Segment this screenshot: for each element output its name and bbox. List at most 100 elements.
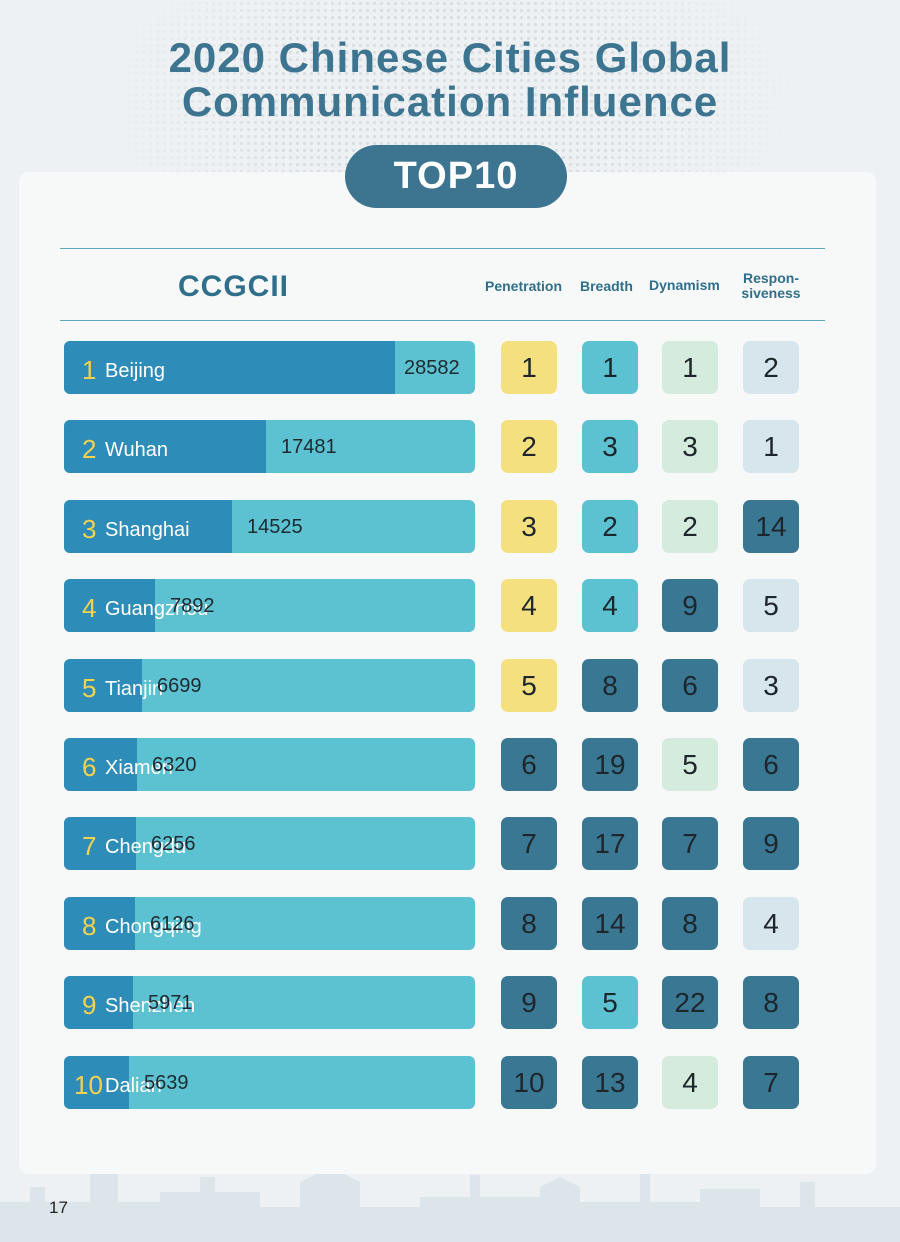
responsiveness-rank-tile: 4	[743, 896, 799, 950]
dynamism-column-header: Dynamism	[649, 277, 720, 293]
rank-number: 1	[82, 355, 97, 385]
breadth-rank-tile: 1	[582, 341, 638, 394]
city-name: Shenzhen	[105, 995, 196, 1018]
city-name: Beijing	[105, 360, 166, 382]
responsiveness-header-line-2: siveness	[741, 285, 801, 301]
city-bar-row: 1 Beijing 28582	[64, 341, 475, 394]
breadth-rank-tile: 14	[582, 896, 638, 950]
breadth-rank-tile: 17	[582, 817, 638, 871]
city-bar-row: 7 Chengdu 6256	[64, 817, 475, 871]
city-bar-row: 5 Tianjin 6699	[64, 658, 475, 712]
rank-number: 9	[82, 990, 97, 1021]
responsiveness-header-line-1: Respon-	[743, 270, 799, 286]
ccgcii-bar	[64, 1055, 129, 1109]
penetration-rank-tile: 9	[501, 976, 557, 1030]
ccgcii-value-label: 7892	[170, 595, 215, 618]
page-title: 2020 Chinese Cities Global Communication…	[0, 36, 900, 124]
dynamism-rank-tile: 8	[662, 896, 718, 950]
ccgcii-bar	[64, 817, 136, 871]
dynamism-rank-tile: 7	[662, 817, 718, 871]
ccgcii-bar	[64, 341, 395, 394]
rank-number: 10	[74, 1069, 103, 1100]
city-bar-row: 6 Xiamen 6320	[64, 738, 475, 791]
city-bar-row: 2 Wuhan 17481	[64, 420, 475, 474]
responsiveness-rank-tile: 7	[743, 1055, 799, 1109]
ccgcii-bar	[64, 579, 155, 633]
city-name: Xiamen	[105, 757, 173, 779]
responsiveness-rank-tile: 2	[743, 341, 799, 394]
responsiveness-rank-tile: 14	[743, 499, 799, 553]
rank-number: 8	[82, 910, 97, 941]
ccgcii-value-label: 5639	[144, 1071, 189, 1094]
ccgcii-value-label: 6320	[152, 754, 197, 776]
ccgcii-bar	[64, 738, 137, 791]
penetration-rank-tile: 5	[501, 658, 557, 712]
penetration-rank-tile: 6	[501, 738, 557, 791]
dynamism-rank-tile: 22	[662, 976, 718, 1030]
city-bar-row: 8 Chongqing 6126	[64, 896, 475, 950]
breadth-rank-tile: 19	[582, 738, 638, 791]
ccgcii-value-label: 6126	[150, 912, 195, 935]
penetration-column-header: Penetration	[485, 278, 563, 294]
city-name: Shanghai	[105, 518, 190, 541]
ccgcii-bar	[64, 499, 232, 553]
ccgcii-value-label: 28582	[404, 357, 460, 379]
ccgcii-value-label: 5971	[148, 992, 193, 1015]
dynamism-rank-tile: 4	[662, 1055, 718, 1109]
rank-number: 5	[82, 672, 97, 703]
city-skyline-illustration	[0, 1157, 900, 1242]
ccgcii-column-header: CCGCII	[178, 270, 289, 303]
rank-number: 4	[82, 593, 97, 624]
penetration-rank-tile: 4	[501, 579, 557, 633]
ccgcii-bar	[64, 658, 142, 712]
penetration-rank-tile: 10	[501, 1055, 557, 1109]
city-name: Tianjin	[105, 677, 164, 700]
city-name: Chengdu	[105, 836, 187, 859]
dynamism-rank-tile: 3	[662, 420, 718, 474]
ccgcii-value-label: 6256	[151, 833, 196, 856]
ccgcii-value-label: 17481	[281, 436, 337, 459]
top10-badge: TOP10	[345, 145, 567, 208]
penetration-rank-tile: 8	[501, 896, 557, 950]
city-bar-row: 3 Shanghai 14525	[64, 499, 475, 553]
rank-number: 3	[82, 513, 97, 544]
penetration-rank-tile: 2	[501, 420, 557, 474]
responsiveness-rank-tile: 9	[743, 817, 799, 871]
breadth-rank-tile: 2	[582, 499, 638, 553]
dynamism-rank-tile: 1	[662, 341, 718, 394]
penetration-rank-tile: 7	[501, 817, 557, 871]
city-name: Dalian	[105, 1074, 162, 1097]
responsiveness-rank-tile: 5	[743, 579, 799, 633]
page-title-line-1: 2020 Chinese Cities Global	[168, 34, 732, 81]
responsiveness-rank-tile: 3	[743, 658, 799, 712]
city-name: Guangzhou	[105, 598, 209, 621]
responsiveness-rank-tile: 1	[743, 420, 799, 474]
rank-number: 2	[82, 434, 97, 465]
ccgcii-bar	[64, 420, 266, 474]
responsiveness-rank-tile: 8	[743, 976, 799, 1030]
responsiveness-rank-tile: 6	[743, 738, 799, 791]
dynamism-rank-tile: 2	[662, 499, 718, 553]
penetration-rank-tile: 1	[501, 341, 557, 394]
city-name: Wuhan	[105, 439, 169, 462]
ccgcii-bar	[64, 976, 133, 1030]
ccgcii-value-label: 14525	[247, 515, 303, 538]
responsiveness-column-header: Respon- siveness	[736, 271, 806, 301]
city-name: Chongqing	[105, 915, 202, 938]
dynamism-rank-tile: 6	[662, 658, 718, 712]
rank-number: 6	[82, 752, 97, 782]
breadth-rank-tile: 3	[582, 420, 638, 474]
city-bar-row: 4 Guangzhou 7892	[64, 579, 475, 633]
breadth-rank-tile: 4	[582, 579, 638, 633]
breadth-rank-tile: 5	[582, 976, 638, 1030]
city-bar-row: 10 Dalian 5639	[64, 1055, 475, 1109]
dynamism-rank-tile: 9	[662, 579, 718, 633]
ccgcii-bar	[64, 896, 135, 950]
page-title-line-2: Communication Influence	[181, 78, 719, 125]
penetration-rank-tile: 3	[501, 499, 557, 553]
breadth-rank-tile: 13	[582, 1055, 638, 1109]
header-bottom-rule	[60, 320, 825, 321]
dynamism-rank-tile: 5	[662, 738, 718, 791]
rank-number: 7	[82, 831, 97, 862]
header-top-rule	[60, 248, 825, 249]
